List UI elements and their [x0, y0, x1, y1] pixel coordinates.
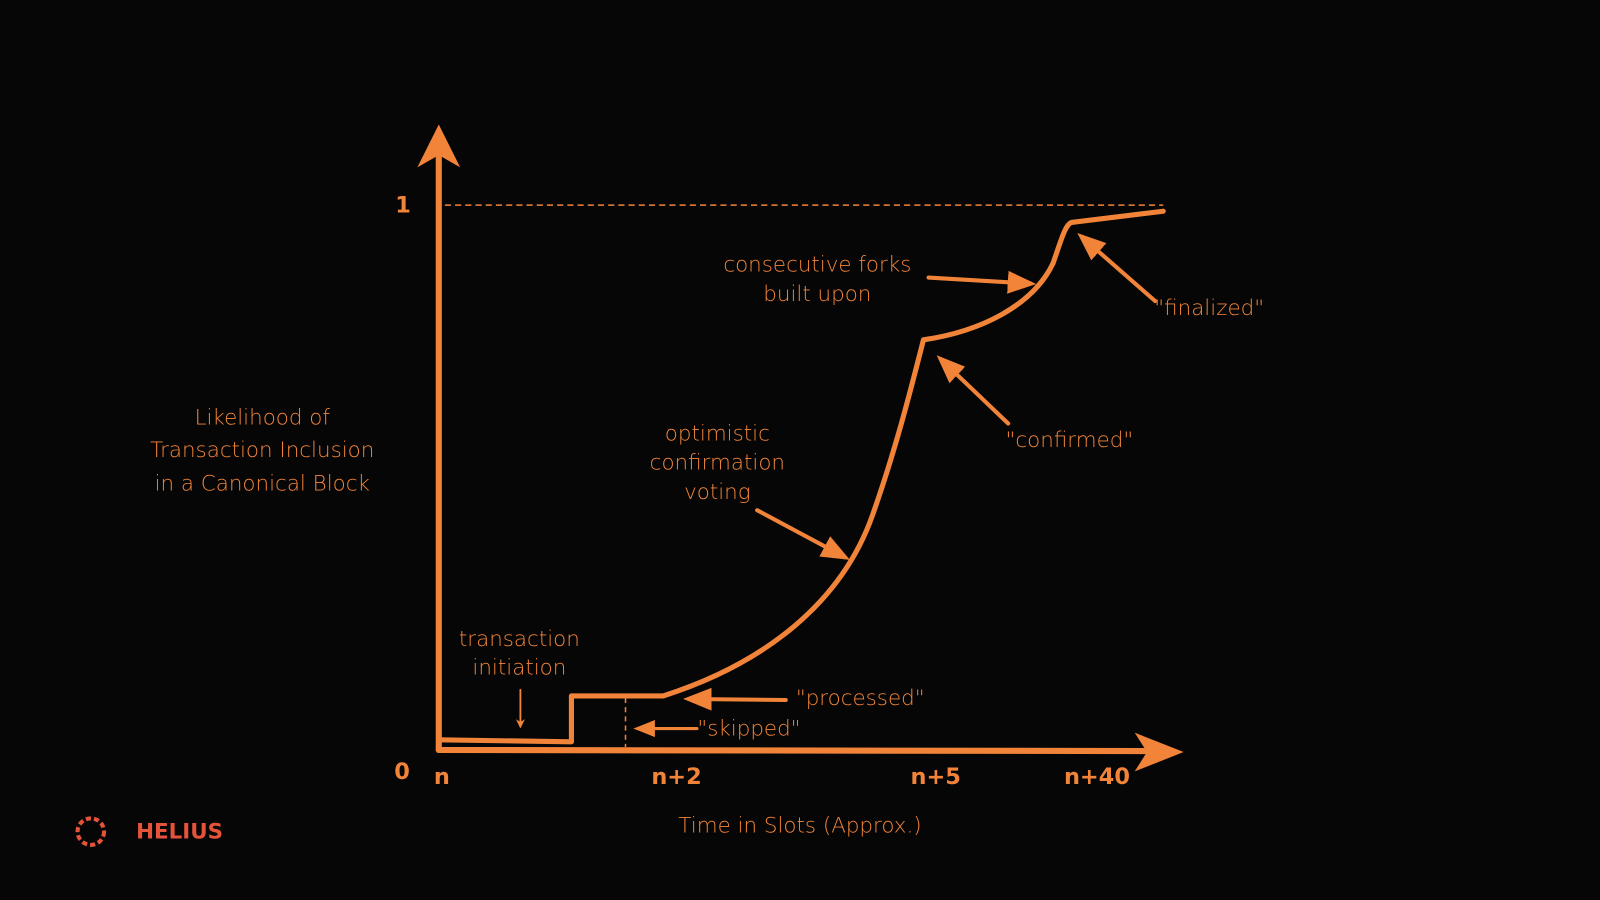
annotation: optimistic — [665, 422, 770, 447]
x-tick-label: n+5 — [911, 764, 961, 790]
confirmed-arrow — [936, 355, 1011, 426]
y-axis-title: Transaction Inclusion — [150, 438, 374, 463]
x-axis-title: Time in Slots (Approx.) — [678, 814, 921, 839]
annotation: transaction — [459, 627, 580, 652]
logo-text: HELIUS — [136, 820, 223, 845]
y-axis-arrow — [417, 124, 461, 168]
forks-arrow — [926, 270, 1037, 294]
y-tick-label: 0 — [394, 759, 410, 785]
processed-arrow — [683, 687, 788, 711]
finalized-arrow — [1077, 232, 1158, 304]
x-tick-label: n — [434, 764, 450, 790]
annotation: voting — [684, 480, 751, 505]
annotation: "processed" — [796, 686, 925, 711]
logo-icon — [75, 816, 107, 847]
y-tick-label: 1 — [395, 193, 411, 219]
likelihood-curve — [436, 208, 1166, 745]
annotation: built upon — [763, 282, 871, 307]
x-tick-label: n+2 — [651, 764, 701, 790]
annotation: consecutive forks — [723, 252, 911, 277]
x-axis-arrow — [1134, 732, 1184, 772]
annotation: "confirmed" — [1006, 428, 1134, 453]
annotation: initiation — [472, 655, 566, 680]
x-axis — [435, 746, 1157, 755]
annotation: "finalized" — [1154, 296, 1264, 321]
annotation: "skipped" — [697, 717, 800, 742]
y-axis-title: in a Canonical Block — [155, 472, 370, 497]
annotation: confirmation — [650, 450, 785, 475]
voting-arrow — [755, 508, 850, 560]
y-axis-title: Likelihood of — [195, 405, 331, 430]
x-tick-label: n+40 — [1064, 764, 1130, 790]
